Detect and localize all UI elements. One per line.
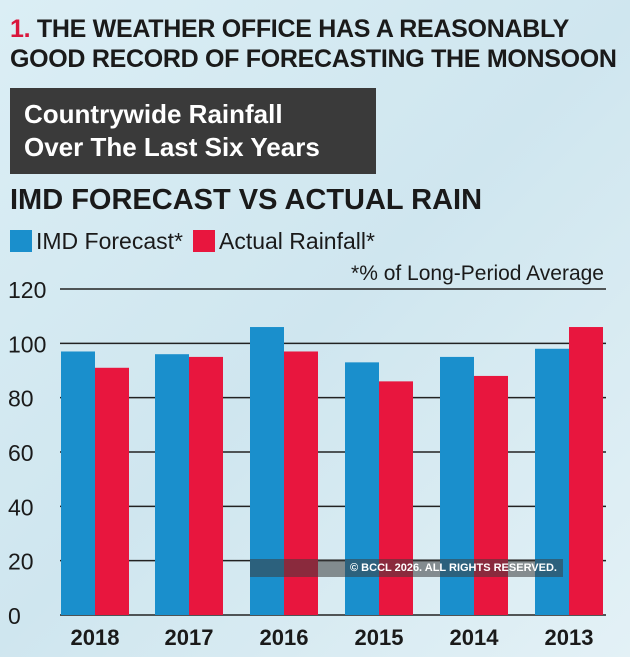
legend-label-forecast: IMD Forecast* — [36, 228, 183, 254]
y-tick-label: 120 — [8, 277, 46, 303]
box-title-2: Over The Last Six Years — [24, 132, 320, 162]
chart-title: IMD FORECAST VS ACTUAL RAIN — [10, 184, 483, 216]
bar-actual-2015 — [379, 381, 413, 615]
section-box: Countrywide Rainfall Over The Last Six Ye… — [10, 88, 376, 174]
legend-forecast: IMD Forecast* — [10, 228, 183, 255]
bar-forecast-2018 — [61, 351, 95, 615]
x-tick-label: 2016 — [260, 625, 309, 650]
bar-actual-2013 — [569, 327, 603, 615]
bar-forecast-2015 — [345, 362, 379, 615]
headline-text: THE WEATHER OFFICE HAS A REASONABLY GOOD… — [10, 15, 617, 73]
y-tick-label: 20 — [8, 549, 34, 575]
bar-forecast-2017 — [155, 354, 189, 615]
x-tick-label: 2015 — [355, 625, 404, 650]
legend-swatch-forecast — [10, 230, 32, 252]
y-tick-label: 80 — [8, 386, 34, 412]
bar-actual-2017 — [189, 356, 223, 615]
x-tick-label: 2018 — [71, 625, 120, 650]
bar-actual-2018 — [95, 367, 129, 615]
chart-note: *% of Long-Period Average — [351, 262, 604, 285]
headline: 1. THE WEATHER OFFICE HAS A REASONABLY G… — [10, 14, 630, 74]
watermark: © BCCL 2026. ALL RIGHTS RESERVED. — [250, 559, 563, 577]
x-tick-label: 2014 — [450, 625, 500, 650]
x-tick-label: 2017 — [165, 625, 214, 650]
legend-swatch-actual — [192, 230, 215, 252]
y-tick-label: 0 — [8, 603, 21, 629]
legend-actual: Actual Rainfall* — [192, 228, 375, 255]
legend: IMD Forecast* Actual Rainfall* — [10, 228, 375, 255]
y-tick-label: 100 — [8, 331, 46, 357]
headline-number: 1. — [10, 15, 31, 43]
bar-actual-2014 — [474, 375, 508, 615]
legend-label-actual: Actual Rainfall* — [218, 228, 375, 254]
y-tick-label: 60 — [8, 440, 34, 466]
box-title-1: Countrywide Rainfall — [24, 99, 283, 129]
y-tick-label: 40 — [8, 494, 34, 520]
x-tick-label: 2013 — [545, 625, 594, 650]
